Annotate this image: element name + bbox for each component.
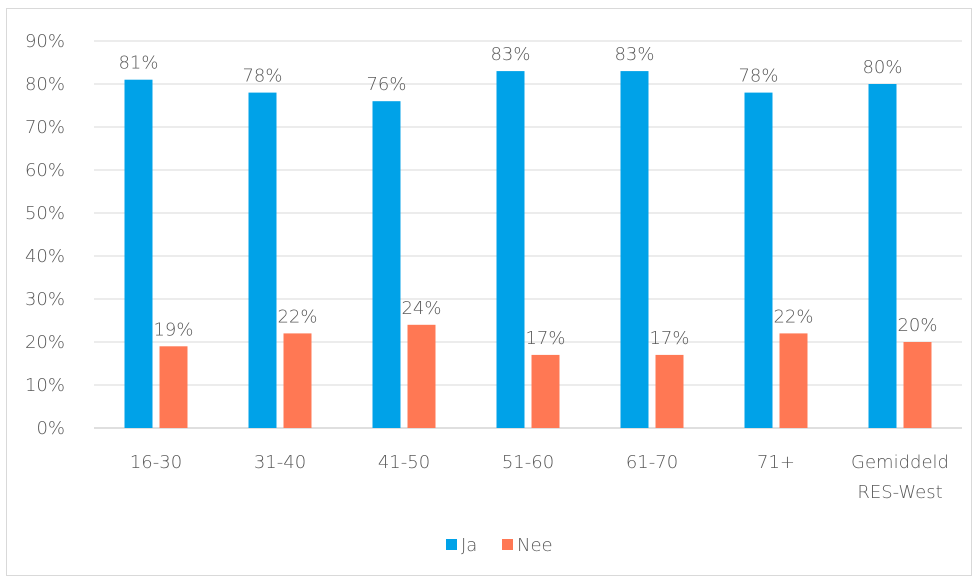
bar-nee bbox=[903, 342, 932, 428]
x-tick-label: 51-60 bbox=[502, 452, 554, 473]
bar-nee bbox=[655, 354, 684, 428]
bar-ja bbox=[372, 101, 401, 428]
data-label: 19% bbox=[153, 319, 193, 340]
x-tick-label: 71+ bbox=[757, 452, 795, 473]
bar-nee bbox=[407, 324, 436, 428]
x-tick-label: 16-30 bbox=[130, 452, 182, 473]
legend-label-ja: Ja bbox=[461, 535, 477, 556]
data-label: 81% bbox=[118, 53, 158, 74]
x-tick-label: 41-50 bbox=[378, 452, 430, 473]
data-label: 83% bbox=[614, 44, 654, 65]
y-tick-label: 30% bbox=[25, 289, 65, 310]
data-label: 78% bbox=[738, 66, 778, 87]
bar-ja bbox=[620, 71, 649, 428]
data-label: 17% bbox=[649, 328, 689, 349]
y-tick-label: 0% bbox=[36, 418, 65, 439]
data-label: 22% bbox=[277, 306, 317, 327]
legend-label-nee: Nee bbox=[517, 535, 553, 556]
y-tick-label: 70% bbox=[25, 117, 65, 138]
bar-ja bbox=[868, 84, 897, 428]
bar-ja bbox=[124, 79, 153, 428]
legend: Ja Nee bbox=[446, 535, 553, 556]
chart-frame bbox=[6, 8, 972, 576]
y-tick-label: 80% bbox=[25, 74, 65, 95]
data-label: 17% bbox=[525, 328, 565, 349]
y-tick-label: 90% bbox=[25, 31, 65, 52]
bar-ja bbox=[744, 92, 773, 428]
data-label: 22% bbox=[773, 306, 813, 327]
gridlines bbox=[94, 40, 962, 429]
data-label: 83% bbox=[490, 44, 530, 65]
x-tick-label: 31-40 bbox=[254, 452, 306, 473]
y-axis: 0% 10% 20% 30% 40% 50% 60% 70% 80% 90% bbox=[25, 31, 65, 439]
x-tick-label: Gemiddeld bbox=[851, 452, 949, 473]
data-label: 76% bbox=[366, 74, 406, 95]
bar-ja bbox=[248, 92, 277, 428]
y-tick-label: 20% bbox=[25, 332, 65, 353]
data-label: 78% bbox=[242, 66, 282, 87]
y-tick-label: 50% bbox=[25, 203, 65, 224]
x-tick-label: RES-West bbox=[857, 482, 942, 503]
data-label: 20% bbox=[897, 315, 937, 336]
x-tick-label: 61-70 bbox=[626, 452, 678, 473]
bar-nee bbox=[159, 346, 188, 428]
y-tick-label: 40% bbox=[25, 246, 65, 267]
bar-nee bbox=[283, 333, 312, 428]
y-tick-label: 60% bbox=[25, 160, 65, 181]
legend-swatch-ja bbox=[446, 539, 457, 550]
bar-ja bbox=[496, 71, 525, 428]
data-label: 80% bbox=[862, 57, 902, 78]
y-tick-label: 10% bbox=[25, 375, 65, 396]
bar-nee bbox=[531, 354, 560, 428]
legend-swatch-nee bbox=[502, 539, 513, 550]
data-label: 24% bbox=[401, 298, 441, 319]
x-axis: 16-30 31-40 41-50 51-60 61-70 71+ Gemiddeld RES… bbox=[130, 452, 949, 503]
bars: 81% 78% 76% 83% 83% 78% 80% 19% 22% 24% 17% 17% 22% 2… bbox=[118, 44, 938, 428]
bar-nee bbox=[779, 333, 808, 428]
